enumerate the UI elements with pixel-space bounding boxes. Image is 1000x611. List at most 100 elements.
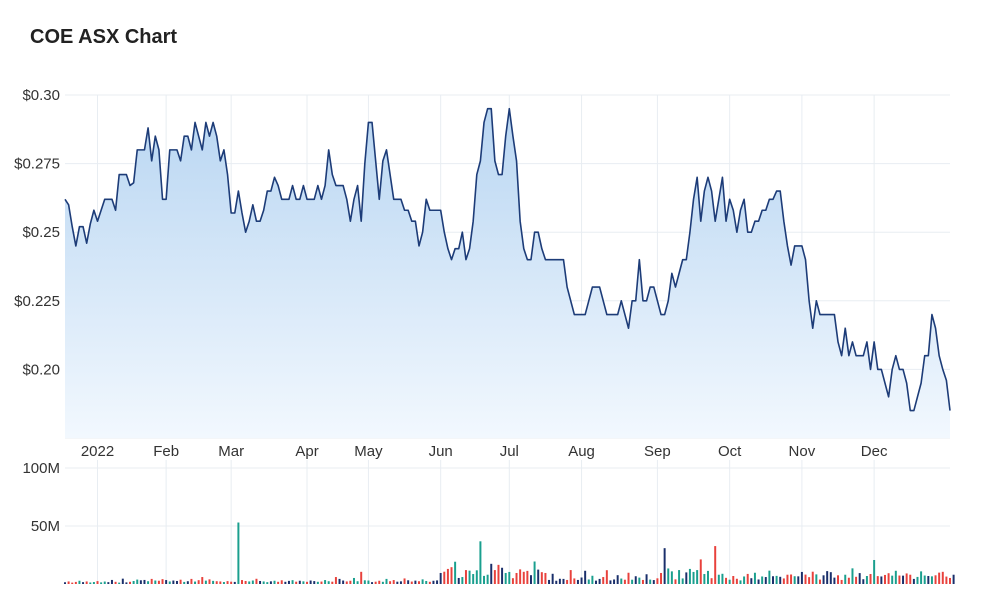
volume-bar	[309, 580, 312, 584]
volume-bar	[356, 581, 359, 584]
volume-bar	[837, 575, 840, 584]
volume-bar	[714, 546, 717, 584]
volume-bar	[226, 581, 229, 584]
volume-bar	[461, 577, 464, 584]
volume-bar	[529, 575, 532, 584]
volume-bar	[544, 572, 547, 584]
price-tick-label: $0.30	[22, 87, 60, 104]
x-tick-label: Sep	[644, 443, 671, 460]
volume-bar	[826, 571, 829, 584]
volume-bar	[533, 561, 536, 584]
volume-bar	[840, 579, 843, 584]
volume-bar	[143, 579, 146, 584]
chart-title: COE ASX Chart	[30, 26, 178, 48]
volume-bar	[865, 576, 868, 584]
volume-bar	[96, 581, 99, 584]
x-tick-label: Mar	[218, 443, 244, 460]
volume-bar	[421, 579, 424, 584]
volume-bar	[858, 573, 861, 584]
volume-bar	[605, 570, 608, 584]
volume-bar	[800, 571, 803, 584]
volume-bar	[450, 567, 453, 584]
volume-bar	[215, 581, 218, 584]
volume-bar	[161, 579, 164, 584]
volume-bar	[764, 577, 767, 584]
volume-bar	[74, 581, 77, 584]
volume-bar	[418, 581, 420, 584]
volume-bar	[107, 582, 110, 584]
volume-bar	[898, 575, 901, 584]
volume-bar	[696, 570, 699, 584]
volume-bar	[302, 581, 305, 584]
volume-bar	[688, 568, 691, 584]
volume-bar	[493, 570, 496, 584]
volume-tick-label: 50M	[31, 518, 60, 535]
volume-bar	[587, 579, 590, 584]
volume-bar	[222, 582, 225, 584]
volume-bar	[212, 580, 215, 584]
volume-bar	[132, 580, 135, 584]
volume-bar	[905, 573, 908, 584]
volume-bar	[790, 574, 793, 584]
volume-bar	[710, 578, 713, 584]
volume-bar	[371, 582, 374, 584]
volume-bar	[779, 576, 782, 584]
volume-bar	[298, 580, 301, 584]
volume-bar	[414, 580, 417, 584]
x-tick-label: Jul	[500, 443, 519, 460]
volume-bar	[927, 576, 930, 584]
volume-bar	[869, 574, 872, 584]
volume-bar	[497, 564, 500, 584]
volume-bar	[706, 570, 709, 584]
volume-bar	[244, 580, 247, 584]
volume-bar	[883, 574, 886, 584]
volume-bar	[114, 581, 117, 584]
volume-bar	[757, 579, 760, 584]
volume-bar	[645, 574, 648, 584]
volume-bar	[555, 580, 558, 584]
volume-bar	[103, 581, 106, 584]
price-tick-label: $0.275	[14, 156, 60, 173]
price-line-path	[64, 107, 951, 412]
axis-labels: $0.20 $0.225 $0.25 $0.275 $0.30 50M 100M 2022 Fe…	[14, 87, 888, 535]
volume-bar	[576, 579, 579, 584]
volume-bar	[363, 580, 366, 584]
volume-bar	[306, 581, 309, 584]
volume-bar	[475, 570, 478, 584]
volume-bar	[616, 575, 619, 584]
volume-bar	[436, 580, 439, 584]
volume-bar	[511, 578, 514, 584]
volume-bar	[269, 581, 272, 584]
volume-bar	[175, 580, 178, 584]
volume-bar	[100, 582, 103, 584]
volume-bar	[678, 570, 681, 584]
volume-bar	[775, 575, 778, 584]
volume-bar	[118, 582, 121, 584]
volume-bar	[385, 578, 388, 584]
volume-bar	[818, 579, 821, 584]
volume-bar	[320, 581, 323, 584]
x-tick-label: Feb	[153, 443, 179, 460]
volume-bar	[266, 582, 269, 584]
volume-bar	[201, 577, 204, 584]
x-tick-label: Aug	[568, 443, 595, 460]
volume-bar	[241, 580, 243, 584]
volume-bar	[396, 581, 399, 584]
volume-bar	[324, 580, 327, 584]
volume-bar	[602, 577, 605, 584]
volume-bar	[537, 569, 540, 584]
volume-bar	[125, 582, 128, 584]
volume-bar	[566, 579, 569, 584]
volume-bar	[486, 574, 489, 584]
volume-bar	[219, 581, 222, 584]
volume-bar	[540, 572, 543, 584]
volume-bar	[808, 577, 811, 584]
volume-bar	[634, 576, 637, 584]
volume-bar	[501, 567, 504, 584]
price-tick-label: $0.20	[22, 361, 60, 378]
volume-bar	[342, 580, 345, 584]
volume-bar	[891, 575, 894, 584]
volume-bar	[782, 578, 785, 584]
volume-bar	[194, 581, 197, 584]
volume-bar	[490, 563, 493, 584]
